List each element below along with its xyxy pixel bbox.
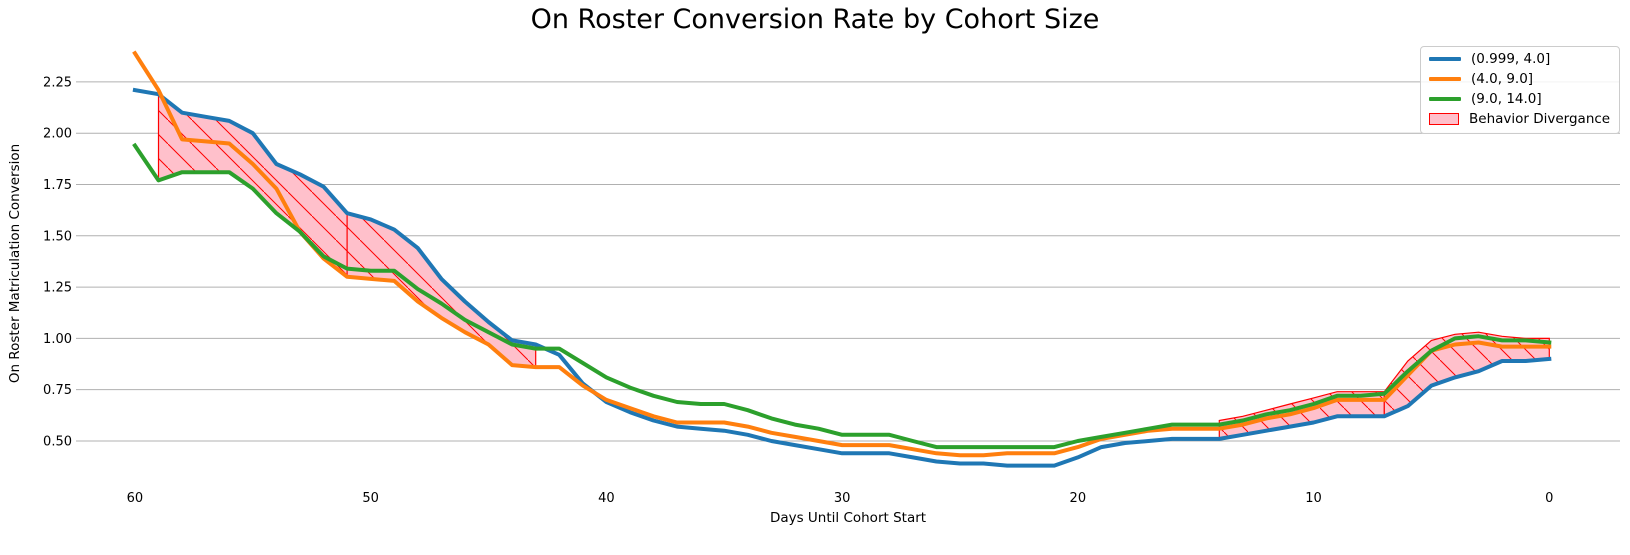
series-line-2 <box>132 50 1552 458</box>
legend-label-fill: Behavior Divergance <box>1469 111 1611 127</box>
series-line-3 <box>132 142 1552 450</box>
y-tick-label: 2.25 <box>43 75 72 90</box>
y-tick-label: 1.50 <box>43 229 72 244</box>
divergence-fill <box>157 92 1550 440</box>
legend-item-series-3: (9.0, 14.0] <box>1429 89 1542 109</box>
series-lines <box>132 50 1552 468</box>
x-tick-label: 20 <box>1070 491 1087 506</box>
chart-title: On Roster Conversion Rate by Cohort Size <box>530 4 1100 35</box>
legend-swatch-series-2 <box>1429 77 1461 81</box>
legend-label-series-3: (9.0, 14.0] <box>1471 91 1542 107</box>
x-axis-label: Days Until Cohort Start <box>770 510 926 526</box>
y-axis-label: On Roster Matriculation Conversion <box>7 144 23 383</box>
legend-item-fill: Behavior Divergance <box>1429 109 1610 129</box>
x-tick-label: 30 <box>834 491 851 506</box>
tick-labels: 0.50 0.75 1.00 1.25 1.50 1.75 2.00 2.25 60 50 40 30… <box>43 75 1553 506</box>
y-tick-label: 2.00 <box>43 127 72 142</box>
x-tick-label: 40 <box>598 491 615 506</box>
legend-swatch-fill <box>1429 113 1459 125</box>
x-tick-label: 0 <box>1545 491 1553 506</box>
y-tick-label: 1.75 <box>43 178 72 193</box>
legend-label-series-1: (0.999, 4.0] <box>1471 51 1551 67</box>
legend-swatch-series-3 <box>1429 97 1461 101</box>
y-tick-label: 1.00 <box>43 332 72 347</box>
x-tick-label: 50 <box>362 491 379 506</box>
x-tick-label: 60 <box>127 491 144 506</box>
legend: (0.999, 4.0] (4.0, 9.0] (9.0, 14.0] Beha… <box>1420 46 1620 134</box>
legend-item-series-1: (0.999, 4.0] <box>1429 49 1550 69</box>
y-tick-label: 1.25 <box>43 281 72 296</box>
legend-item-series-2: (4.0, 9.0] <box>1429 69 1533 89</box>
y-tick-label: 0.75 <box>43 383 72 398</box>
legend-swatch-series-1 <box>1429 57 1461 61</box>
x-tick-label: 10 <box>1305 491 1322 506</box>
y-tick-label: 0.50 <box>43 434 72 449</box>
legend-label-series-2: (4.0, 9.0] <box>1471 71 1534 87</box>
grid-lines <box>76 81 1620 442</box>
series-line-1 <box>132 87 1552 468</box>
